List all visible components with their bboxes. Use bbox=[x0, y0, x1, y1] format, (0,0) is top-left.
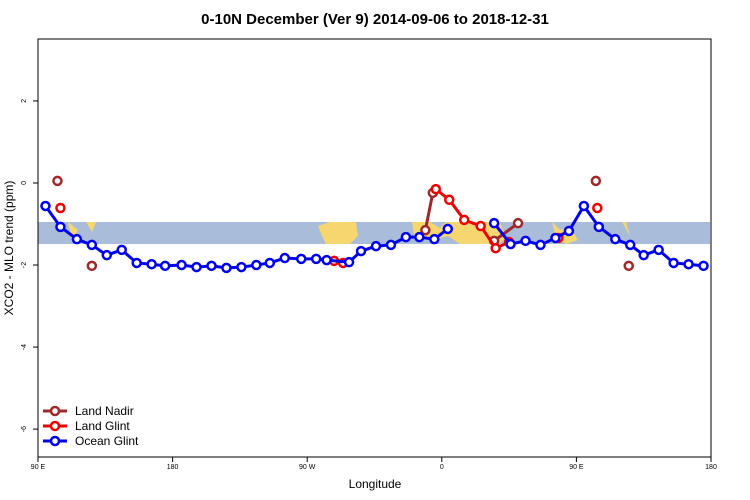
data-point bbox=[343, 256, 355, 268]
data-point bbox=[40, 200, 51, 212]
data-point bbox=[592, 202, 603, 214]
y-tick-label: 0 bbox=[21, 181, 28, 185]
data-point bbox=[385, 239, 397, 251]
x-tick-label: 90 E bbox=[31, 464, 46, 471]
data-point bbox=[264, 257, 276, 269]
data-point bbox=[176, 259, 187, 271]
data-point bbox=[321, 254, 332, 266]
data-point bbox=[563, 225, 575, 237]
data-point bbox=[159, 260, 171, 272]
data-point bbox=[475, 220, 486, 232]
data-point bbox=[221, 262, 232, 274]
data-point bbox=[414, 231, 425, 243]
data-point bbox=[668, 257, 679, 269]
data-point bbox=[512, 217, 524, 229]
data-point bbox=[400, 231, 412, 243]
data-point bbox=[488, 217, 500, 229]
data-point bbox=[251, 259, 262, 271]
data-point bbox=[55, 221, 66, 233]
data-point bbox=[429, 233, 440, 245]
data-point bbox=[86, 239, 98, 251]
data-point bbox=[458, 214, 470, 226]
x-tick-label: 180 bbox=[167, 464, 179, 471]
data-point bbox=[535, 239, 546, 251]
data-point bbox=[295, 253, 307, 265]
data-point bbox=[430, 183, 442, 195]
data-point bbox=[52, 175, 63, 187]
data-point bbox=[55, 202, 66, 214]
y-tick-label: -6 bbox=[21, 426, 28, 432]
data-point bbox=[520, 235, 531, 247]
data-point bbox=[101, 249, 113, 261]
data-point bbox=[355, 245, 367, 257]
data-point bbox=[624, 239, 636, 251]
data-point bbox=[698, 260, 709, 272]
data-point bbox=[638, 249, 649, 261]
data-point bbox=[279, 252, 291, 264]
legend-marker bbox=[49, 420, 61, 432]
data-point bbox=[236, 261, 247, 273]
data-point bbox=[593, 221, 605, 233]
data-point bbox=[86, 260, 98, 272]
data-point bbox=[623, 260, 634, 272]
data-point bbox=[131, 257, 142, 269]
data-point bbox=[610, 233, 621, 245]
legend-label: Ocean Glint bbox=[75, 434, 139, 448]
data-point bbox=[550, 232, 561, 244]
data-point bbox=[578, 200, 590, 212]
x-axis-label: Longitude bbox=[349, 477, 402, 491]
y-tick-label: 2 bbox=[21, 99, 28, 103]
legend-marker bbox=[49, 405, 61, 417]
data-point bbox=[683, 258, 694, 270]
data-point bbox=[420, 224, 431, 236]
data-point bbox=[191, 261, 202, 273]
x-tick-label: 0 bbox=[440, 464, 444, 471]
y-axis-label: XCO2 - MLO trend (ppm) bbox=[2, 181, 16, 316]
data-point bbox=[590, 175, 602, 187]
data-point bbox=[146, 258, 157, 270]
data-point bbox=[370, 240, 382, 252]
legend-marker bbox=[49, 435, 61, 447]
data-point bbox=[442, 223, 454, 235]
data-point bbox=[116, 244, 128, 256]
legend-label: Land Nadir bbox=[75, 404, 134, 418]
legend-label: Land Glint bbox=[75, 419, 130, 433]
data-point bbox=[71, 233, 83, 245]
plot-frame bbox=[37, 38, 712, 458]
data-point bbox=[653, 244, 664, 256]
y-tick-label: -2 bbox=[21, 262, 28, 268]
y-tick-label: -4 bbox=[21, 344, 28, 350]
chart-title: 0-10N December (Ver 9) 2014-09-06 to 201… bbox=[201, 11, 549, 28]
data-point bbox=[490, 242, 501, 254]
data-point bbox=[206, 260, 217, 272]
map-strip bbox=[38, 222, 710, 244]
x-tick-label: 90 E bbox=[569, 464, 584, 471]
x-tick-label: 180 bbox=[705, 464, 717, 471]
x-tick-label: 90 W bbox=[299, 464, 316, 471]
data-point bbox=[310, 253, 322, 265]
data-point bbox=[505, 238, 516, 250]
data-point bbox=[444, 194, 455, 206]
